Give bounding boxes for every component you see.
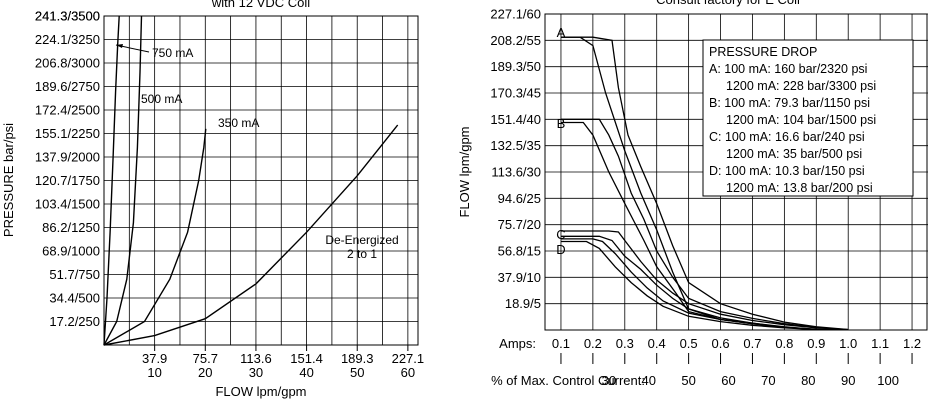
right-y-tick-label: 75.7/20 — [498, 217, 541, 232]
label-750ma-arrowhead — [116, 44, 123, 48]
right-y-tick-label: 208.2/55 — [490, 33, 541, 48]
right-x-tick-amps: 0.8 — [775, 336, 793, 351]
right-y-tick-label: 56.8/15 — [498, 244, 541, 259]
right-x-tick-percent: 60 — [721, 373, 735, 388]
right-y-axis-label: FLOW lpm/gpm — [457, 126, 472, 217]
label-500ma: 500 mA — [141, 92, 182, 106]
right-x-tick-percent: 80 — [801, 373, 815, 388]
left-x-tick-gpm: 20 — [198, 365, 212, 380]
right-x-tick-amps: 0.2 — [584, 336, 602, 351]
left-x-tick-lpm: 113.6 — [240, 351, 272, 366]
left-series-line — [103, 15, 143, 346]
right-x-tick-percent: 30 — [602, 373, 616, 388]
left-y-tick-label: 68.9/1000 — [42, 244, 100, 259]
left-y-tick-label: 51.7/750 — [49, 267, 100, 282]
right-y-tick-label: 170.3/45 — [490, 86, 541, 101]
left-y-tick-label: 206.8/3000 — [35, 56, 100, 71]
right-y-tick-label: 37.9/10 — [498, 270, 541, 285]
pressure-drop-legend-title: PRESSURE DROP — [709, 45, 817, 59]
right-x-tick-percent: 40 — [641, 373, 655, 388]
left-x-tick-lpm: 75.7 — [193, 351, 218, 366]
pressure-drop-legend-line: A: 100 mA: 160 bar/2320 psi — [709, 62, 867, 76]
right-x-tick-amps: 0.4 — [648, 336, 666, 351]
left-x-tick-lpm: 227.1 — [392, 351, 425, 366]
right-x-tick-amps: 0.9 — [807, 336, 825, 351]
right-x-tick-percent: 70 — [761, 373, 775, 388]
curve-label-a: A — [557, 25, 566, 40]
left-y-tick-label: 155.1/2250 — [35, 126, 100, 141]
pressure-drop-legend-line: B: 100 mA: 79.3 bar/1150 psi — [709, 96, 870, 110]
pressure-drop-legend-line: C: 100 mA: 16.6 bar/240 psi — [709, 130, 865, 144]
right-y-tick-label: 189.3/50 — [490, 59, 541, 74]
right-x-tick-amps: 0.7 — [743, 336, 761, 351]
right-x-tick-amps: 0.3 — [616, 336, 634, 351]
left-chart-title: with 12 VDC Coil — [211, 0, 310, 10]
right-y-tick-label: 227.1/60 — [490, 7, 541, 22]
left-y-axis-label: PRESSURE bar/psi — [1, 123, 16, 237]
pressure-drop-legend-line: 1200 mA: 228 bar/3300 psi — [726, 79, 876, 93]
left-y-tick-label: 103.4/1500 — [35, 197, 100, 212]
left-x-tick-lpm: 189.3 — [341, 351, 374, 366]
right-series-line — [561, 230, 849, 331]
curve-label-c: C — [556, 227, 565, 242]
left-x-tick-gpm: 60 — [401, 365, 415, 380]
right-x-tick-amps: 0.1 — [552, 336, 570, 351]
left-y-tick-label: 137.9/2000 — [35, 150, 100, 165]
left-y-tick-label: 120.7/1750 — [35, 173, 100, 188]
label-350ma: 350 mA — [218, 116, 259, 130]
left-x-tick-lpm: 151.4 — [290, 351, 323, 366]
right-x-axis-label-percent: % of Max. Control Current: — [491, 373, 645, 388]
left-series-line — [103, 15, 120, 346]
left-x-tick-gpm: 30 — [249, 365, 263, 380]
pressure-drop-legend-line: 1200 mA: 104 bar/1500 psi — [726, 113, 876, 127]
right-x-axis-label-amps: Amps: — [499, 336, 536, 351]
right-series-line — [561, 238, 833, 331]
left-x-tick-gpm: 50 — [350, 365, 364, 380]
right-y-tick-label: 113.6/30 — [491, 165, 541, 180]
left-y-tick-label: 86.2/1250 — [42, 220, 100, 235]
right-x-tick-amps: 0.5 — [680, 336, 698, 351]
left-series-line — [103, 128, 207, 346]
pressure-drop-legend-box — [702, 39, 914, 197]
left-y-tick-label: 189.6/2750 — [35, 79, 100, 94]
left-y-tick-label: 17.2/250 — [49, 314, 100, 329]
right-series-line — [561, 118, 839, 331]
label-750ma: 750 mA — [152, 46, 193, 60]
label-2-to-1: 2 to 1 — [347, 247, 377, 261]
right-x-tick-percent: 50 — [681, 373, 695, 388]
curve-label-b: B — [557, 116, 566, 131]
right-x-tick-amps: 1.0 — [839, 336, 857, 351]
right-x-tick-amps: 1.2 — [903, 336, 921, 351]
left-series-line — [103, 124, 399, 346]
left-y-tick-label: 241.3/3500 — [35, 9, 100, 24]
left-y-tick-label: 172.4/2500 — [35, 103, 100, 118]
right-x-tick-amps: 1.1 — [871, 336, 889, 351]
left-x-tick-lpm: 37.9 — [142, 351, 167, 366]
left-y-tick-label: 224.1/3250 — [35, 32, 100, 47]
right-y-tick-label: 94.6/25 — [498, 191, 541, 206]
right-x-tick-percent: 90 — [841, 373, 855, 388]
right-y-tick-label: 151.4/40 — [490, 112, 541, 127]
left-x-axis-label: FLOW lpm/gpm — [215, 384, 306, 399]
right-x-tick-percent: 100 — [877, 373, 899, 388]
left-y-tick-label: 241.3/3500 — [35, 9, 100, 24]
right-y-tick-label: 18.9/5 — [505, 296, 541, 311]
left-x-tick-gpm: 10 — [147, 365, 161, 380]
right-series-line — [561, 240, 817, 331]
right-x-tick-amps: 0.6 — [712, 336, 730, 351]
pressure-drop-legend-line: D: 100 mA: 10.3 bar/150 psi — [709, 164, 865, 178]
label-de-energized: De-Energized — [325, 233, 398, 247]
left-x-tick-gpm: 40 — [299, 365, 313, 380]
right-chart-title: Consult factory for E Coil — [656, 0, 800, 7]
left-y-tick-label: 34.4/500 — [49, 291, 100, 306]
right-y-tick-label: 132.5/35 — [490, 138, 541, 153]
pressure-drop-legend-line: 1200 mA: 35 bar/500 psi — [726, 147, 862, 161]
curve-label-d: D — [556, 242, 565, 257]
right-series-line — [561, 36, 849, 331]
pressure-drop-legend-line: 1200 mA: 13.8 bar/200 psi — [726, 181, 873, 195]
